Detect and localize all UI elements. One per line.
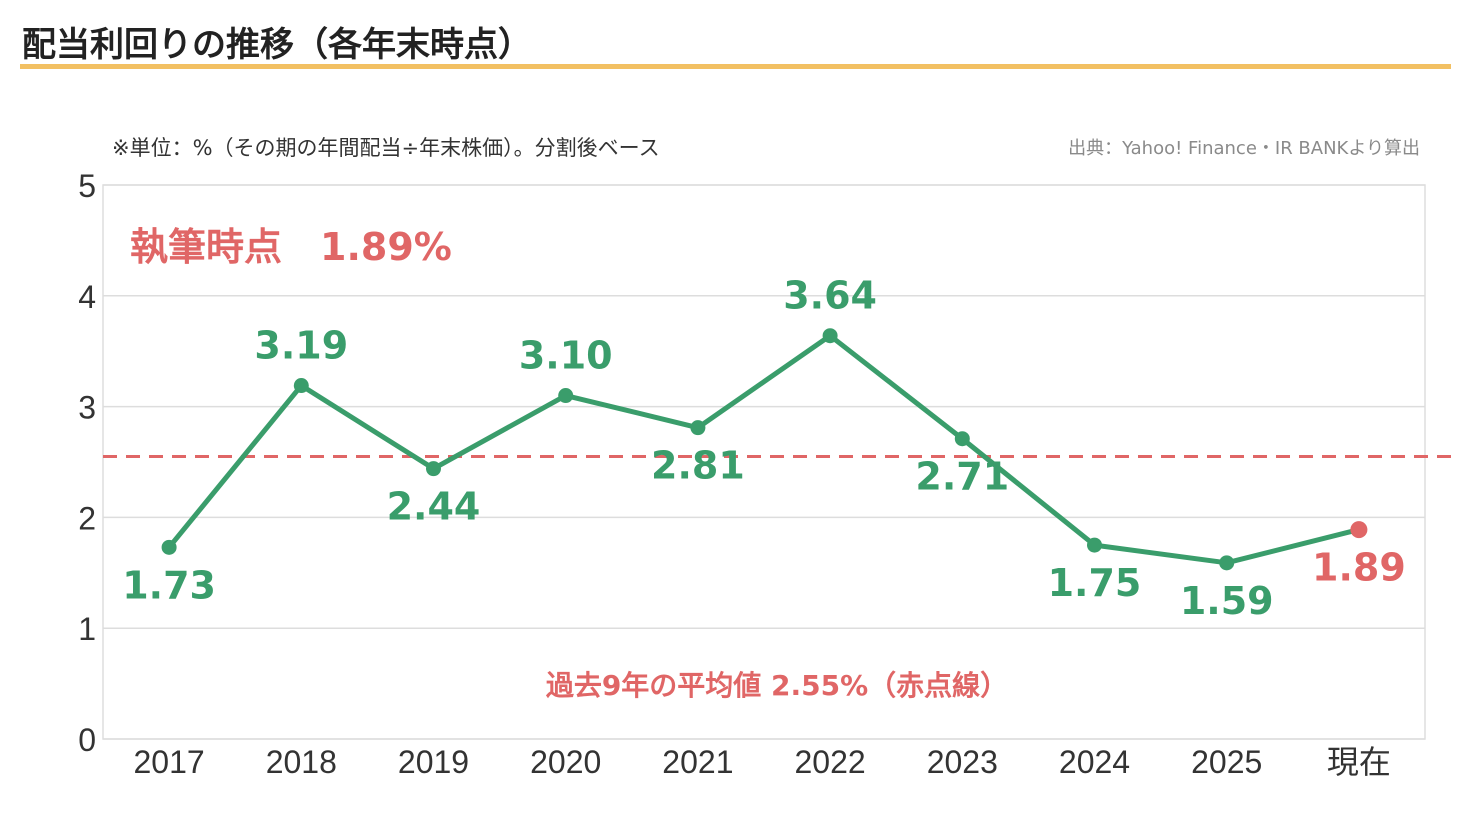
page-title: 配当利回りの推移（各年末時点） [22, 25, 532, 65]
y-tick-label-1: 1 [78, 611, 96, 647]
x-tick-label-現在: 現在 [1327, 744, 1391, 780]
data-label-現在: 1.89 [1312, 546, 1406, 590]
data-point-2017 [161, 539, 177, 555]
data-point-2020 [558, 388, 574, 404]
data-point-2018 [293, 378, 309, 394]
data-point-2019 [426, 461, 441, 477]
y-axis-ticks: 0 1 2 3 4 5 [78, 168, 96, 758]
source-note: 出典：Yahoo! Finance・IR BANKより算出 [1068, 138, 1420, 159]
y-tick-label-5: 5 [78, 168, 96, 204]
grid [102, 184, 1426, 740]
average-annotation: 過去9年の平均値 2.55%（赤点線） [546, 669, 1008, 702]
x-tick-label-2023: 2023 [927, 744, 998, 780]
x-tick-label-2021: 2021 [662, 744, 733, 780]
series-line [166, 333, 1362, 566]
x-tick-label-2022: 2022 [795, 744, 866, 780]
x-tick-label-2020: 2020 [530, 744, 601, 780]
data-point-2022 [822, 328, 838, 344]
title-underline [20, 64, 1451, 69]
data-point-現在 [1350, 521, 1368, 539]
y-tick-label-2: 2 [78, 500, 96, 536]
unit-note: ※単位：%（その期の年間配当÷年末株価）。分割後ベース [112, 136, 660, 160]
data-label-2020: 3.10 [519, 334, 613, 378]
yield-series [161, 328, 1368, 571]
x-axis-ticks: 2017 2018 2019 2020 2021 2022 2023 2024 2025 現在 [134, 744, 1391, 780]
data-point-2023 [954, 431, 970, 447]
x-tick-label-2025: 2025 [1191, 744, 1262, 780]
data-label-2024: 1.75 [1048, 561, 1142, 605]
current-yield-annotation: 執筆時点 1.89% [130, 225, 452, 269]
data-label-2025: 1.59 [1180, 579, 1274, 623]
data-label-2023: 2.71 [915, 455, 1009, 499]
data-point-2024 [1087, 537, 1102, 553]
data-point-2025 [1219, 555, 1235, 571]
x-tick-label-2017: 2017 [134, 744, 205, 780]
data-label-2018: 3.19 [254, 324, 348, 368]
data-label-2022: 3.64 [783, 274, 877, 318]
x-tick-label-2024: 2024 [1059, 744, 1130, 780]
x-tick-label-2018: 2018 [266, 744, 337, 780]
data-label-2019: 2.44 [387, 485, 481, 529]
data-point-2021 [690, 420, 706, 436]
data-labels: 1.73 3.19 2.44 3.10 2.81 3.64 2.71 1.75 1.59 1.89 [122, 274, 1406, 623]
y-tick-label-3: 3 [78, 390, 96, 426]
data-label-2017: 1.73 [122, 563, 216, 607]
y-tick-label-0: 0 [78, 722, 96, 758]
data-label-2021: 2.81 [651, 444, 745, 488]
x-tick-label-2019: 2019 [398, 744, 469, 780]
y-tick-label-4: 4 [78, 279, 96, 315]
